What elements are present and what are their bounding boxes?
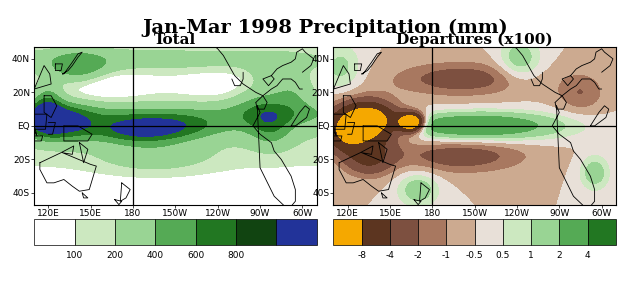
Text: Jan-Mar 1998 Precipitation (mm): Jan-Mar 1998 Precipitation (mm) <box>142 18 508 37</box>
Text: 4: 4 <box>585 251 590 259</box>
Bar <box>115 219 156 245</box>
Bar <box>362 219 390 245</box>
Bar <box>559 219 588 245</box>
Text: 400: 400 <box>147 251 164 259</box>
Title: Total: Total <box>154 33 197 47</box>
Bar <box>195 219 236 245</box>
Bar <box>531 219 559 245</box>
Bar <box>34 219 75 245</box>
Bar <box>156 219 195 245</box>
Text: -2: -2 <box>414 251 422 259</box>
Bar <box>475 219 503 245</box>
Bar <box>75 219 115 245</box>
Text: 100: 100 <box>66 251 83 259</box>
Bar <box>588 219 616 245</box>
Text: 2: 2 <box>557 251 562 259</box>
Text: 600: 600 <box>187 251 204 259</box>
Bar <box>418 219 447 245</box>
Text: 200: 200 <box>106 251 123 259</box>
Bar <box>390 219 418 245</box>
Bar <box>276 219 317 245</box>
Text: 1: 1 <box>528 251 534 259</box>
Bar <box>447 219 475 245</box>
Title: Departures (x100): Departures (x100) <box>396 33 553 47</box>
Text: -8: -8 <box>357 251 366 259</box>
Text: -1: -1 <box>442 251 451 259</box>
Text: 0.5: 0.5 <box>496 251 510 259</box>
Text: -0.5: -0.5 <box>466 251 483 259</box>
Bar <box>236 219 276 245</box>
Text: -4: -4 <box>386 251 394 259</box>
Text: 800: 800 <box>227 251 244 259</box>
Bar <box>503 219 531 245</box>
Bar <box>333 219 362 245</box>
